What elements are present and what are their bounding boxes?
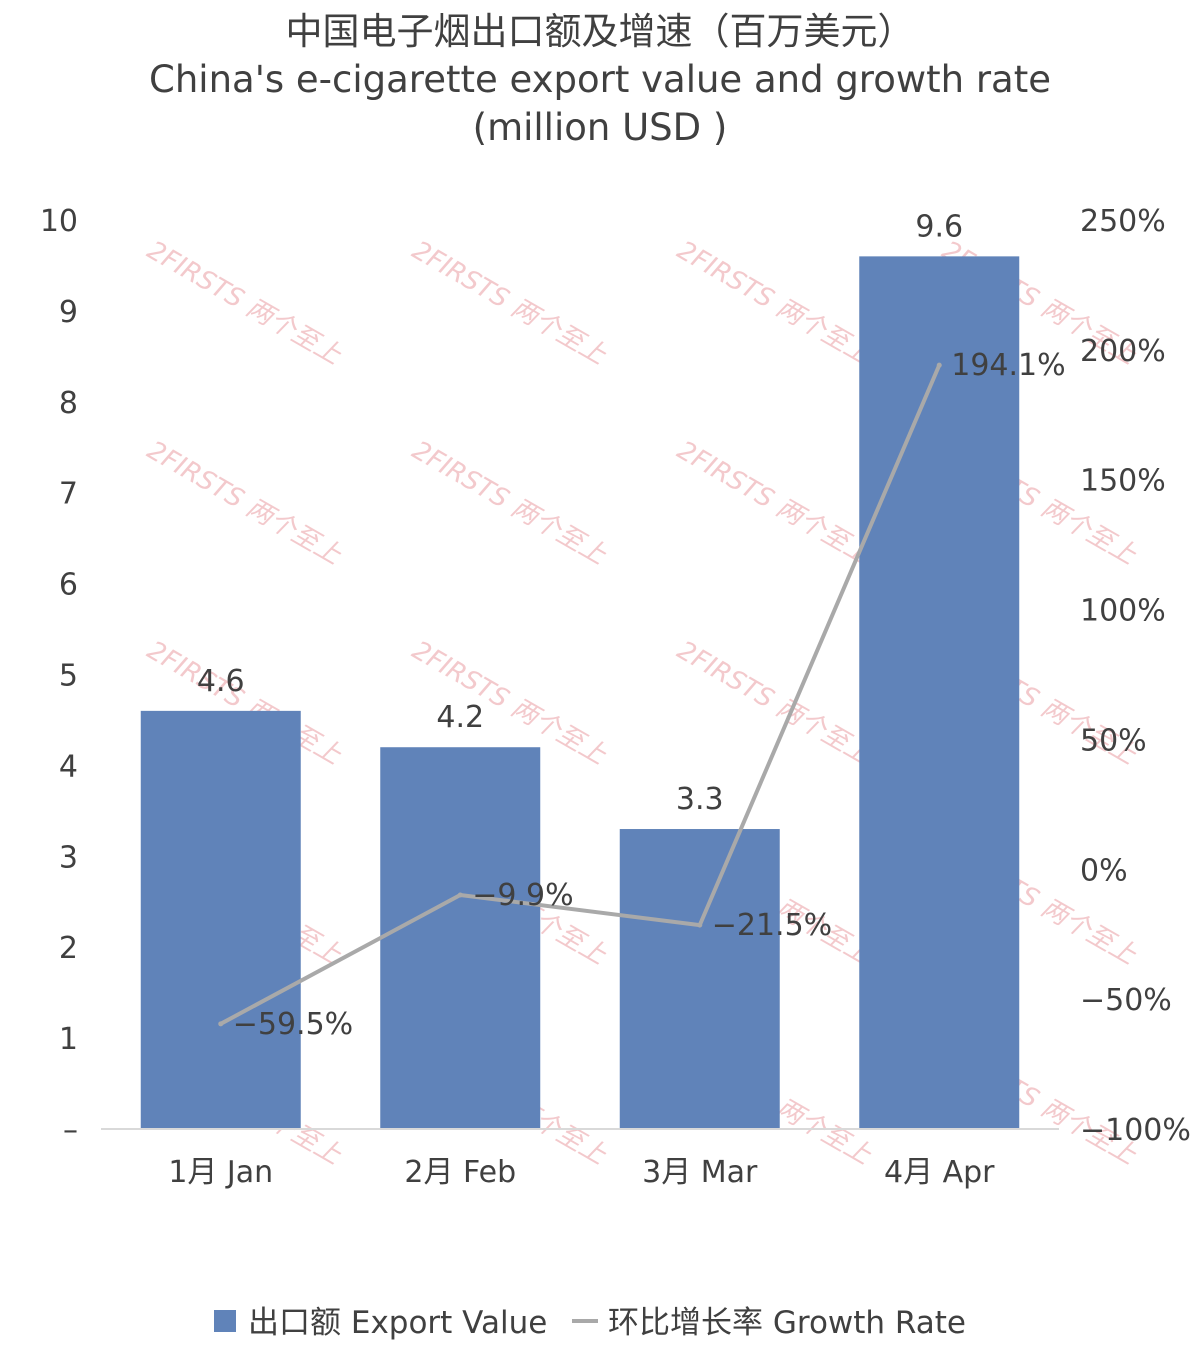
- bar-data-label: 4.6: [197, 664, 245, 699]
- legend-bar-label: 出口额 Export Value: [248, 1305, 547, 1341]
- legend-bar-swatch: [214, 1310, 236, 1332]
- line-point: [218, 1021, 224, 1027]
- chart-subtitle-unit: (million USD ): [473, 106, 728, 149]
- y-right-tick-label: 0%: [1080, 853, 1128, 888]
- y-left-tick-label: 1: [59, 1022, 78, 1057]
- y-left-tick-label: 3: [59, 840, 78, 875]
- line-data-label: −59.5%: [233, 1007, 353, 1042]
- x-axis: 1月 Jan 2月 Feb 3月 Mar 4月 Apr: [168, 1155, 995, 1190]
- line-data-label: −21.5%: [712, 908, 832, 943]
- x-tick-label: 4月 Apr: [884, 1155, 995, 1190]
- growth-rate-line: [218, 363, 942, 1026]
- y-left-tick-label: 7: [59, 477, 78, 512]
- y-left-tick-label: 4: [59, 749, 78, 784]
- bar-data-label: 3.3: [676, 782, 724, 817]
- watermark-text: 2FIRSTS 两个至上: [407, 435, 612, 571]
- bar: [859, 256, 1020, 1129]
- watermark-text: 2FIRSTS 两个至上: [142, 435, 347, 571]
- chart-title: 中国电子烟出口额及增速（百万美元）: [286, 10, 915, 53]
- chart-subtitle: China's e-cigarette export value and gro…: [149, 58, 1051, 101]
- x-tick-label: 1月 Jan: [168, 1155, 273, 1190]
- y-right-tick-label: 50%: [1080, 723, 1147, 758]
- y-right-tick-label: −50%: [1080, 983, 1172, 1018]
- legend-line-label: 环比增长率 Growth Rate: [608, 1305, 966, 1341]
- y-left-tick-label: 2: [59, 931, 78, 966]
- left-axis: – 1 2 3 4 5 6 7 8 9 10: [40, 204, 78, 1148]
- bar: [140, 710, 301, 1129]
- y-right-tick-label: 150%: [1080, 464, 1166, 499]
- watermark-text: 2FIRSTS 两个至上: [672, 235, 877, 371]
- y-left-tick-label: 10: [40, 204, 78, 239]
- bar: [380, 747, 541, 1129]
- x-tick-label: 3月 Mar: [642, 1155, 758, 1190]
- y-right-tick-label: 250%: [1080, 204, 1166, 239]
- y-left-tick-label: 9: [59, 295, 78, 330]
- x-tick-label: 2月 Feb: [404, 1155, 516, 1190]
- y-left-tick-label: 6: [59, 568, 78, 603]
- bar-data-label: 4.2: [436, 700, 484, 735]
- bar-series: 4.6 4.2 3.3 9.6: [140, 209, 1020, 1129]
- y-right-tick-label: −100%: [1080, 1113, 1191, 1148]
- bar: [619, 829, 780, 1129]
- line-point: [697, 922, 703, 928]
- y-left-tick-label: 8: [59, 386, 78, 421]
- y-left-tick-label: –: [63, 1113, 78, 1148]
- y-left-tick-label: 5: [59, 659, 78, 694]
- line-data-label: −9.9%: [472, 878, 573, 913]
- line-point: [936, 362, 942, 368]
- y-right-tick-label: 100%: [1080, 594, 1166, 629]
- watermark-text: 2FIRSTS 两个至上: [672, 435, 877, 571]
- line-series: −59.5% −9.9% −21.5% 194.1%: [218, 348, 1066, 1042]
- right-axis: −100% −50% 0% 50% 100% 150% 200% 250%: [1080, 204, 1191, 1148]
- y-right-tick-label: 200%: [1080, 334, 1166, 369]
- bar-data-label: 9.6: [915, 209, 963, 244]
- line-data-label: 194.1%: [951, 348, 1065, 383]
- watermark-text: 2FIRSTS 两个至上: [407, 235, 612, 371]
- line-point: [457, 892, 463, 898]
- legend: 出口额 Export Value 环比增长率 Growth Rate: [214, 1305, 966, 1341]
- watermark-text: 2FIRSTS 两个至上: [142, 235, 347, 371]
